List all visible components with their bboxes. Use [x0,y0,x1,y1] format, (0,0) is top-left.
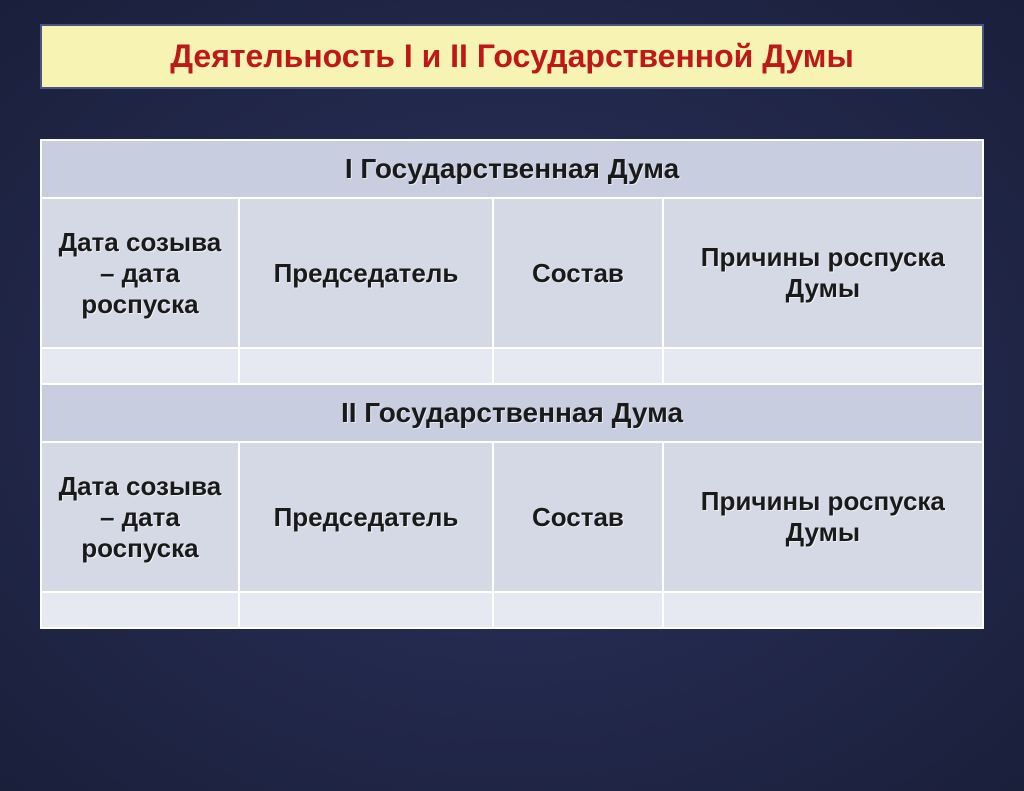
section-heading-row: I Государственная Дума [41,140,983,198]
column-header-row: Дата созыва – дата роспуска Председатель… [41,198,983,348]
col-header-dates: Дата созыва – дата роспуска [41,442,239,592]
cell-composition [493,592,663,628]
cell-reasons [663,592,983,628]
cell-dates [41,348,239,384]
cell-dates [41,592,239,628]
col-header-chairman: Председатель [239,442,493,592]
col-header-chairman: Председатель [239,198,493,348]
cell-composition [493,348,663,384]
data-row [41,348,983,384]
col-header-reasons: Причины роспуска Думы [663,442,983,592]
cell-reasons [663,348,983,384]
cell-chairman [239,592,493,628]
data-row [41,592,983,628]
col-header-composition: Состав [493,442,663,592]
col-header-reasons: Причины роспуска Думы [663,198,983,348]
page-title: Деятельность I и II Государственной Думы [170,38,854,74]
col-header-dates: Дата созыва – дата роспуска [41,198,239,348]
col-header-composition: Состав [493,198,663,348]
duma-table: I Государственная Дума Дата созыва – дат… [40,139,984,629]
section-heading: II Государственная Дума [41,384,983,442]
section-heading-row: II Государственная Дума [41,384,983,442]
cell-chairman [239,348,493,384]
page-title-banner: Деятельность I и II Государственной Думы [40,24,984,89]
section-heading: I Государственная Дума [41,140,983,198]
column-header-row: Дата созыва – дата роспуска Председатель… [41,442,983,592]
